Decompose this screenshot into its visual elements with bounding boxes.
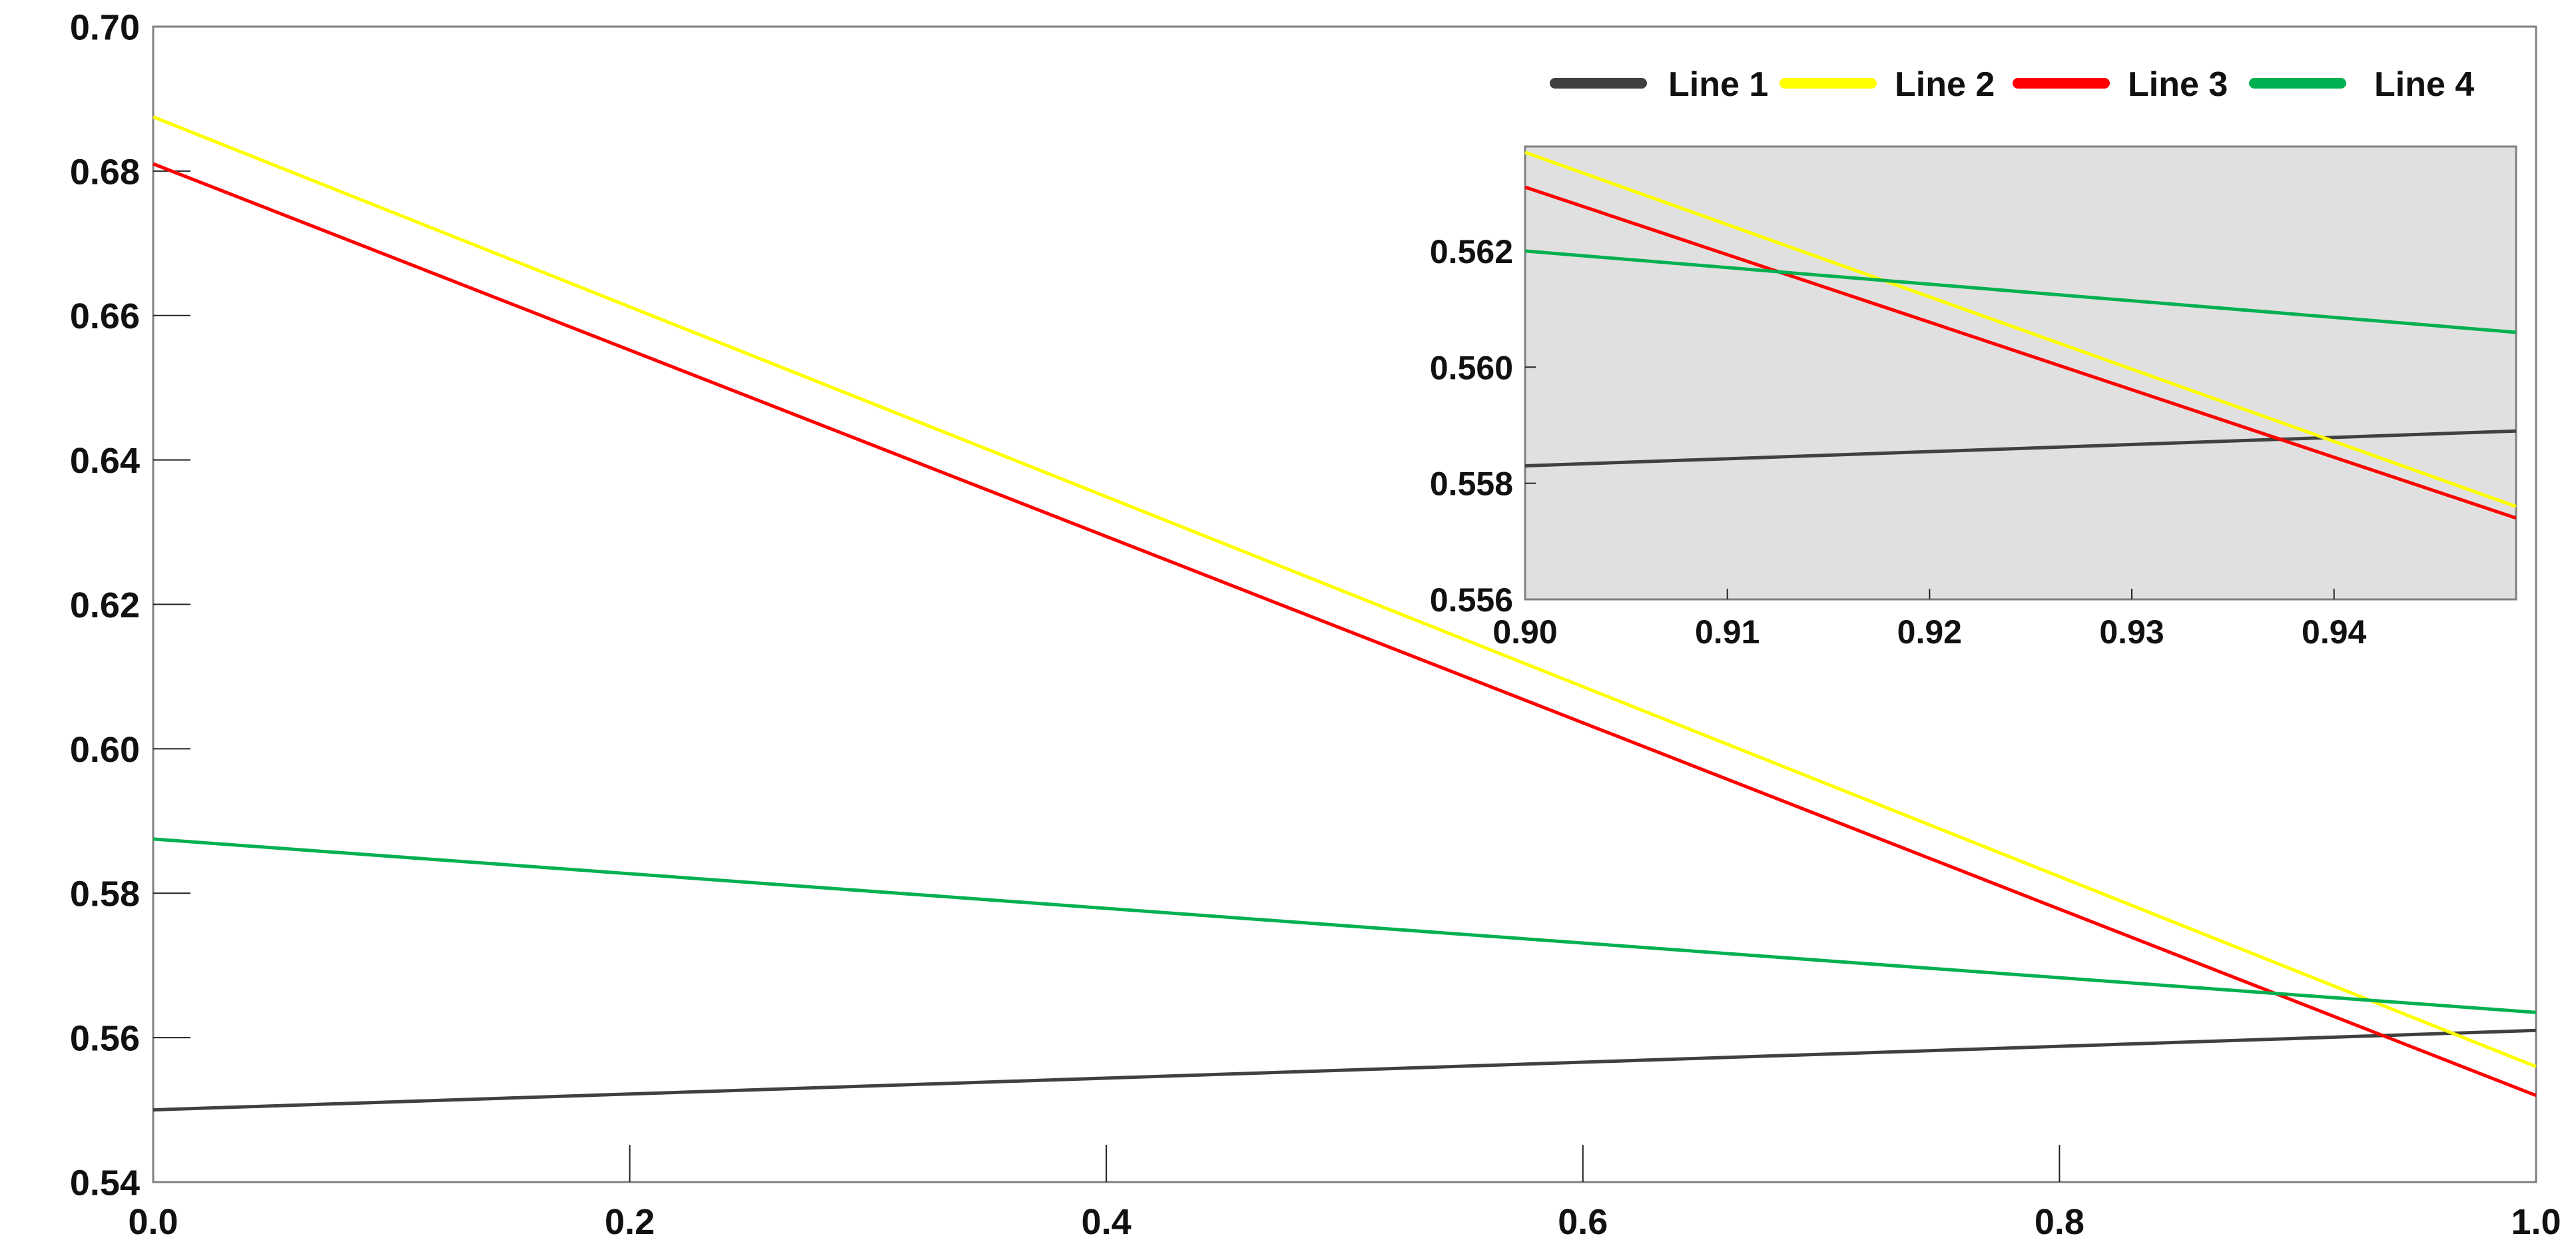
main-y-tick-label: 0.70 — [70, 7, 140, 47]
inset-y-tick-label: 0.560 — [1430, 349, 1513, 386]
main-x-tick-label: 0.2 — [605, 1202, 655, 1242]
inset-series-line-1 — [1524, 429, 2517, 468]
inset-series-line-2 — [1524, 151, 2517, 508]
main-y-tick-label: 0.60 — [70, 730, 140, 770]
inset-x-tick-label: 0.93 — [2099, 613, 2164, 651]
main-y-tick-label: 0.56 — [70, 1019, 140, 1059]
main-series-line-3 — [153, 162, 2537, 1097]
main-y-tick-label: 0.66 — [70, 296, 140, 336]
main-series-lines — [153, 115, 2537, 1112]
main-x-tick-label: 0.6 — [1558, 1202, 1608, 1242]
main-series-line-2 — [153, 115, 2537, 1068]
inset-series-line-4 — [1524, 249, 2517, 334]
inset-x-tick-label: 0.92 — [1897, 613, 1962, 651]
inset-y-tick-label: 0.562 — [1430, 233, 1513, 270]
legend-label-4: Line 4 — [2374, 65, 2474, 104]
legend-label-2: Line 2 — [1895, 65, 1995, 104]
inset-series-lines — [1524, 151, 2517, 520]
inset-series-line-3 — [1524, 185, 2517, 520]
legend-label-3: Line 3 — [2128, 65, 2228, 104]
inset-plot-frame — [1524, 145, 2517, 601]
main-y-tick-label: 0.54 — [70, 1163, 140, 1203]
legend: Line 1 Line 2 Line 3 Line 4 — [1550, 65, 2474, 104]
inset-tick-labels: 0.90 0.91 0.92 0.93 0.94 0.556 0.558 0.560 0.562 — [1430, 233, 2367, 651]
inset-y-tick-label: 0.556 — [1430, 581, 1513, 619]
inset-y-tick-label: 0.558 — [1430, 466, 1513, 503]
main-tick-labels: 0.0 0.2 0.4 0.6 0.8 1.0 0.54 0.56 0.58 0.60 0.62 0.… — [70, 7, 2561, 1242]
main-series-line-4 — [153, 837, 2537, 1014]
main-y-tick-label: 0.64 — [70, 441, 140, 481]
main-x-tick-label: 0.8 — [2035, 1202, 2085, 1242]
inset-x-tick-label: 0.94 — [2302, 613, 2367, 651]
inset-x-tick-label: 0.91 — [1695, 613, 1760, 651]
main-y-tick-label: 0.62 — [70, 585, 140, 625]
main-y-tick-label: 0.58 — [70, 874, 140, 914]
main-series-line-1 — [153, 1028, 2537, 1112]
inset-x-tick-label: 0.90 — [1492, 613, 1557, 651]
legend-label-1: Line 1 — [1668, 65, 1768, 104]
main-x-tick-label: 0.0 — [128, 1202, 178, 1242]
main-y-tick-label: 0.68 — [70, 152, 140, 192]
main-x-tick-label: 1.0 — [2511, 1202, 2561, 1242]
main-x-tick-label: 0.4 — [1082, 1202, 1131, 1242]
main-axis-ticks — [153, 170, 2061, 1182]
